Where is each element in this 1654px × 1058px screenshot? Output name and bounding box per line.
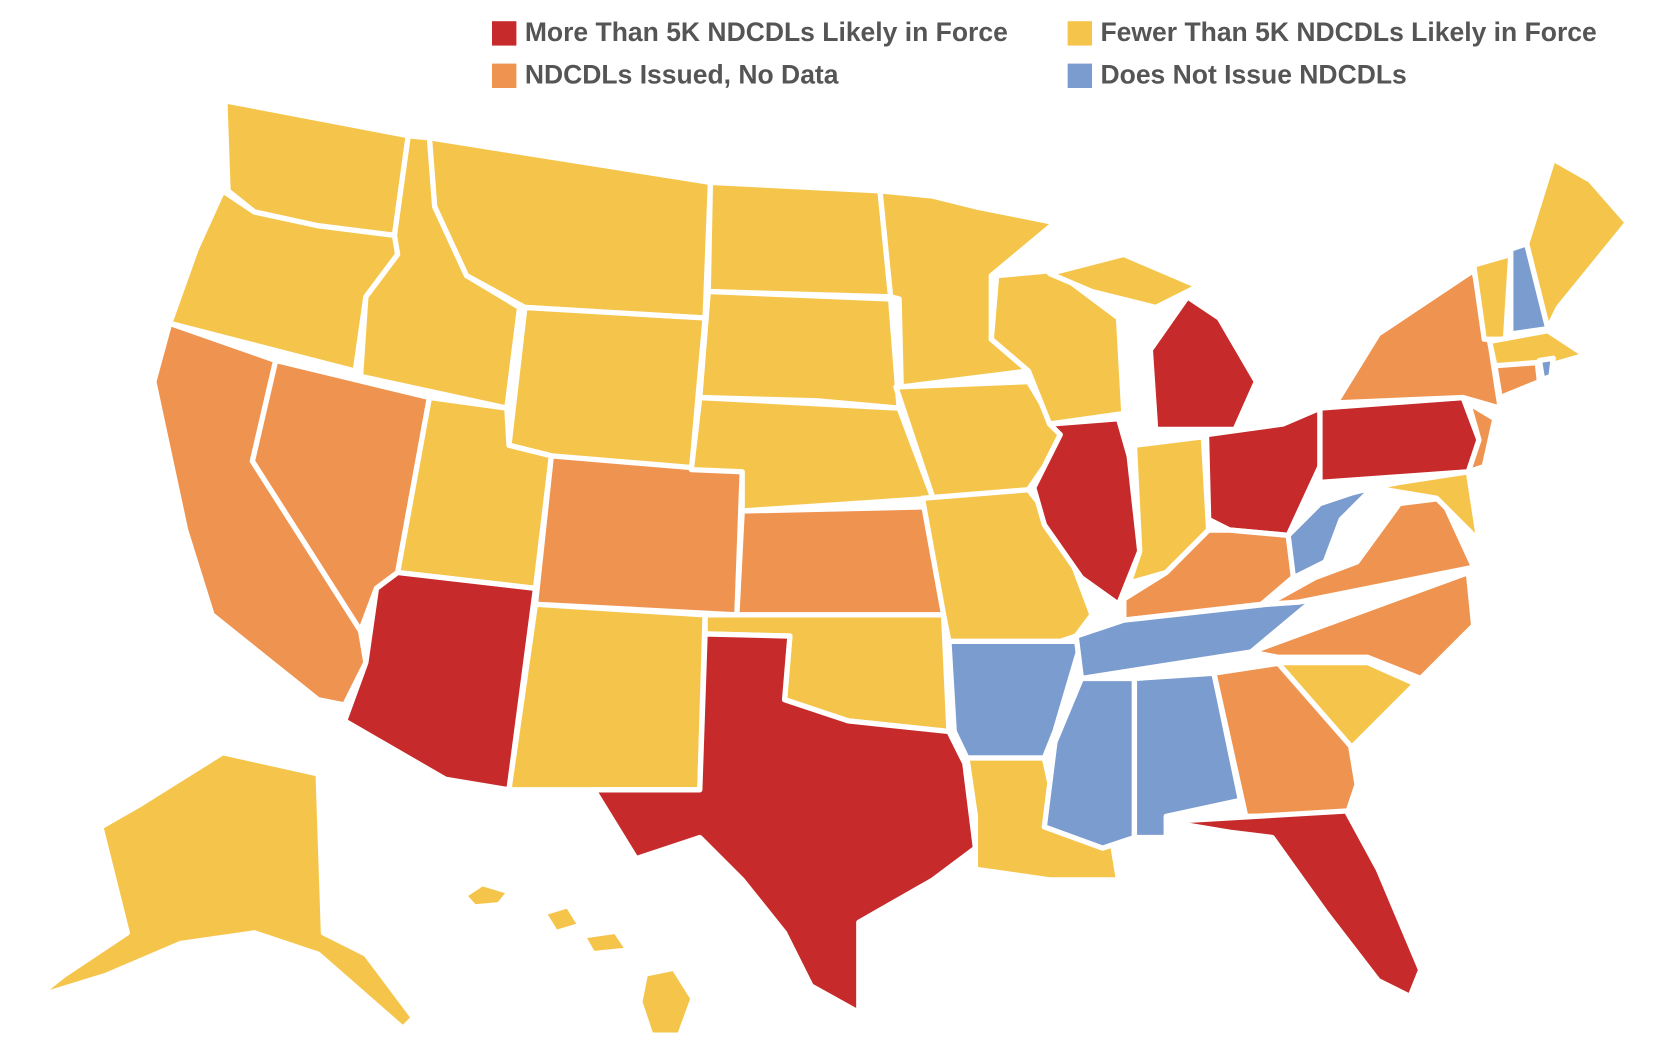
- legend-label: Fewer Than 5K NDCDLs Likely in Force: [1101, 17, 1597, 47]
- state: [640, 968, 693, 1035]
- state: [1046, 251, 1201, 311]
- state: [1274, 659, 1419, 751]
- legend-label: More Than 5K NDCDLs Likely in Force: [525, 17, 1008, 47]
- state: [34, 750, 417, 1031]
- state: [1536, 355, 1556, 383]
- state: [341, 569, 539, 793]
- state: [1486, 328, 1588, 369]
- legend-label: NDCDLs Issued, No Data: [525, 59, 839, 89]
- state: [506, 304, 708, 475]
- state: [1147, 294, 1259, 432]
- state: [1524, 156, 1631, 332]
- legend: More Than 5K NDCDLs Likely in Force Fewer…: [492, 17, 1597, 89]
- state: [1465, 400, 1498, 475]
- state: [1031, 416, 1143, 607]
- states: [34, 98, 1631, 1035]
- state: [1264, 495, 1477, 607]
- state: [1285, 485, 1376, 581]
- legend-swatch: [492, 63, 517, 88]
- state: [1163, 808, 1424, 1000]
- state: [591, 631, 979, 1016]
- state: [697, 288, 902, 411]
- state: [532, 453, 745, 618]
- state: [506, 601, 708, 793]
- state: [1073, 596, 1318, 682]
- state: [1203, 405, 1323, 539]
- legend-label: Does Not Issue NDCDLs: [1101, 59, 1407, 89]
- state: [465, 884, 508, 907]
- state: [705, 179, 894, 300]
- state: [1370, 469, 1482, 544]
- state: [1248, 569, 1477, 682]
- state: [734, 504, 947, 618]
- legend-swatch: [1067, 63, 1093, 88]
- state: [1317, 394, 1482, 486]
- legend-swatch: [492, 21, 517, 46]
- state: [545, 906, 579, 932]
- legend-swatch: [1067, 21, 1093, 46]
- state: [584, 931, 627, 954]
- state: [1492, 359, 1543, 401]
